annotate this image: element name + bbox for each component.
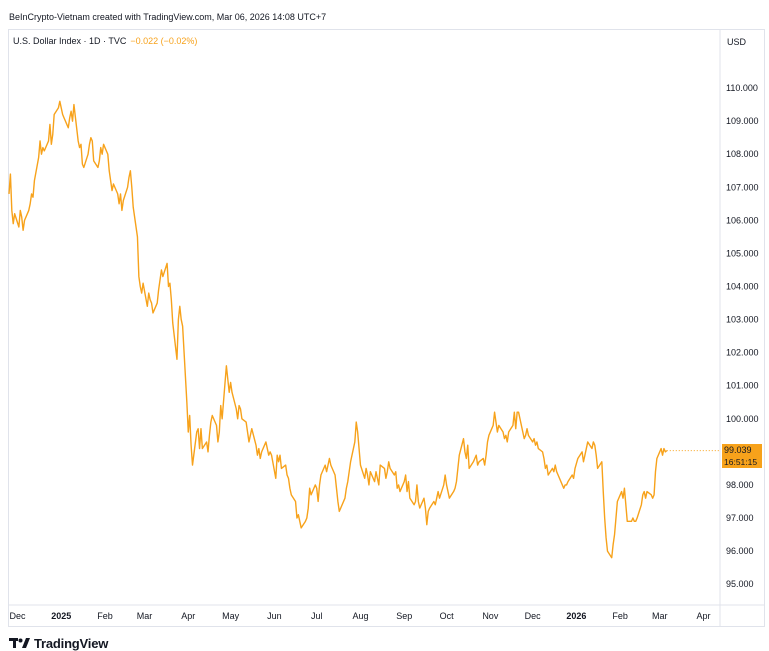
price-tick-label: 106.000 (726, 215, 759, 225)
time-tick-label: Mar (652, 611, 668, 621)
price-tick-label: 103.000 (726, 315, 759, 325)
time-tick-label: Sep (396, 611, 412, 621)
time-tick-label: 2025 (51, 611, 71, 621)
time-axis[interactable]: Dec 2025 Feb Mar Apr May Jun Jul Aug Sep Oct Nov Dec… (8, 604, 765, 621)
time-tick-label: Apr (181, 611, 195, 621)
last-price-value: 99.039 (724, 444, 752, 455)
price-tick-label: 98.000 (726, 480, 754, 490)
symbol-legend[interactable]: U.S. Dollar Index · 1D · TVC −0.022 (−0.0… (13, 36, 197, 46)
symbol-title: U.S. Dollar Index · 1D · TVC (13, 36, 127, 46)
price-tick-label: 96.000 (726, 546, 754, 556)
time-tick-label: Dec (9, 611, 26, 621)
time-tick-label: Aug (352, 611, 368, 621)
time-tick-label: Feb (612, 611, 628, 621)
chart-attribution: BeInCrypto-Vietnam created with TradingV… (9, 12, 327, 22)
series-line[interactable] (8, 100, 668, 559)
tradingview-logo[interactable]: TradingView (9, 635, 109, 651)
tradingview-logo-text: TradingView (34, 635, 109, 651)
chart-frame (8, 29, 765, 627)
price-tick-label: 95.000 (726, 579, 754, 589)
time-tick-label: May (222, 611, 240, 621)
time-tick-label: Apr (696, 611, 710, 621)
time-tick-label: Oct (440, 611, 455, 621)
time-tick-label: 2026 (566, 611, 586, 621)
time-tick-label: Feb (97, 611, 113, 621)
price-tick-label: 105.000 (726, 248, 759, 258)
price-tick-label: 97.000 (726, 513, 754, 523)
bar-countdown: 16:51:15 (724, 456, 758, 467)
currency-label[interactable]: USD (727, 37, 747, 47)
time-tick-label: Dec (525, 611, 542, 621)
price-tick-label: 100.000 (726, 414, 759, 424)
price-tick-label: 102.000 (726, 348, 759, 358)
price-tick-label: 101.000 (726, 381, 759, 391)
time-tick-label: Nov (482, 611, 499, 621)
series-layer (8, 100, 720, 559)
price-tick-label: 109.000 (726, 116, 759, 126)
price-change: −0.022 (−0.02%) (130, 36, 198, 46)
tradingview-logo-icon (9, 638, 30, 648)
price-tick-label: 110.000 (726, 83, 758, 93)
last-price-label: 99.039 16:51:15 (722, 443, 762, 468)
time-tick-label: Jul (311, 611, 323, 621)
price-tick-label: 107.000 (726, 182, 759, 192)
price-axis[interactable]: 95.00096.00097.00098.00099.000100.000101… (719, 29, 759, 627)
time-tick-label: Jun (267, 611, 282, 621)
price-tick-label: 104.000 (726, 282, 759, 292)
price-tick-label: 108.000 (726, 149, 759, 159)
time-tick-label: Mar (137, 611, 153, 621)
